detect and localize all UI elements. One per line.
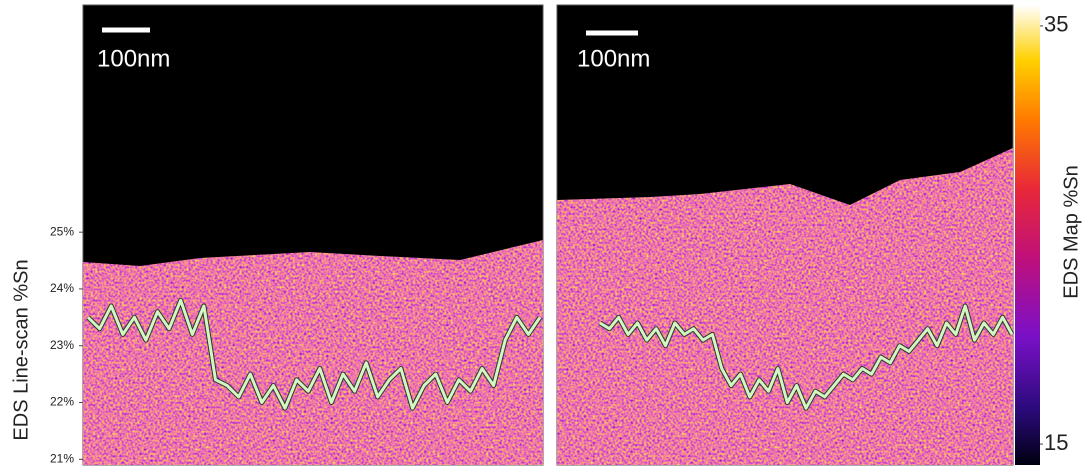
scale-label: 100nm [577, 45, 650, 72]
colorbar-tick-label: 35 [1044, 12, 1068, 37]
y-tick-label: 22% [50, 395, 74, 409]
colorbar-tick-label: 15 [1044, 430, 1068, 455]
y-tick-label: 24% [50, 281, 74, 295]
y-tick-label: 25% [50, 224, 74, 238]
eds-map [557, 148, 1013, 465]
colorbar-label: EDS Map %Sn [1060, 165, 1082, 298]
line-scan [86, 298, 542, 410]
scale-label: 100nm [97, 45, 170, 72]
y-axis-label: EDS Line-scan %Sn [10, 259, 32, 440]
line-scan [599, 304, 1014, 410]
y-tick-label: 21% [50, 451, 74, 465]
eds-map [83, 240, 543, 465]
colorbar [1015, 5, 1040, 465]
y-tick-label: 23% [50, 338, 74, 352]
